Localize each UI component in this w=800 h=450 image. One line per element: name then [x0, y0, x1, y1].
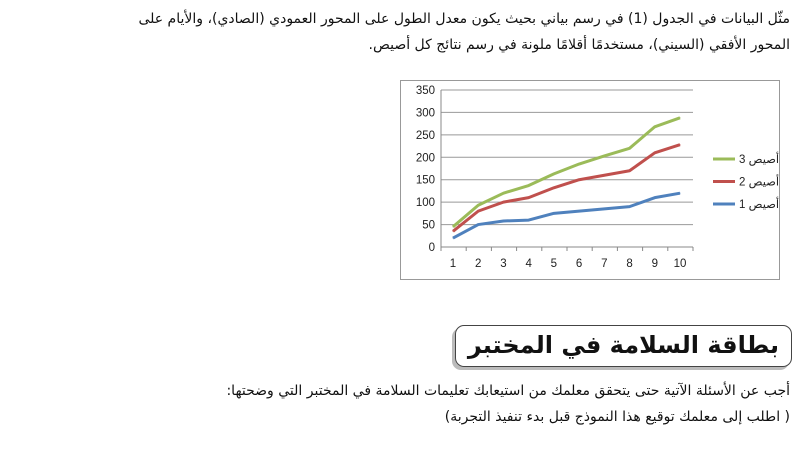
data-point	[654, 197, 656, 199]
data-point	[553, 212, 555, 214]
data-point	[502, 201, 504, 203]
x-tick-label: 4	[525, 258, 532, 270]
data-point	[502, 192, 504, 194]
data-point	[603, 155, 605, 157]
y-tick-label: 250	[416, 130, 435, 142]
data-point	[679, 144, 681, 146]
x-tick-label: 8	[626, 258, 632, 270]
y-tick-label: 100	[416, 197, 435, 209]
data-point	[477, 210, 479, 212]
x-tick-label: 9	[652, 258, 658, 270]
x-tick-label: 5	[551, 258, 557, 270]
data-point	[578, 179, 580, 181]
x-tick-label: 1	[450, 258, 456, 270]
data-point	[452, 230, 454, 232]
x-tick-label: 7	[601, 258, 607, 270]
instructions-line-1: أجب عن الأسئلة الآتية حتى يتحقق معلمك من…	[226, 383, 790, 399]
data-point	[654, 152, 656, 154]
chart-svg: 0 50 100 150 200 250 300 350 1 2 3 4 5 6 7 8 9 10 أصيص 3 أص…	[416, 85, 779, 270]
legend-label: أصيص 2	[739, 174, 779, 189]
intro-paragraph: مثّل البيانات في الجدول (1) في رسم بياني…	[0, 6, 790, 58]
x-tick-label: 2	[475, 258, 481, 270]
x-tick-label: 6	[576, 258, 582, 270]
y-tick-label: 0	[429, 242, 435, 254]
x-tick-label: 10	[674, 258, 687, 270]
series-line-1	[452, 191, 681, 240]
data-point	[528, 219, 530, 221]
intro-line-2: المحور الأفقي (السيني)، مستخدمًا أقلامًا…	[368, 37, 791, 53]
series-line-2	[452, 143, 681, 233]
y-tick-label: 300	[416, 107, 435, 119]
data-point	[528, 197, 530, 199]
data-point	[452, 226, 454, 228]
data-point	[629, 206, 631, 208]
instructions-line-2: ( اطلب إلى معلمك توقيع هذا النموذج قبل ب…	[444, 409, 790, 425]
instructions-paragraph: أجب عن الأسئلة الآتية حتى يتحقق معلمك من…	[0, 378, 790, 430]
series-line-3	[452, 116, 681, 228]
intro-line-1: مثّل البيانات في الجدول (1) في رسم بياني…	[138, 11, 790, 27]
y-tick-label: 200	[416, 152, 435, 164]
data-point	[578, 163, 580, 165]
data-point	[477, 224, 479, 226]
data-point	[629, 170, 631, 172]
y-tick-label: 50	[422, 220, 435, 232]
data-point	[654, 126, 656, 128]
x-tick-label: 3	[500, 258, 506, 270]
data-point	[679, 117, 681, 119]
data-point	[477, 204, 479, 206]
data-point	[603, 208, 605, 210]
y-tick-label: 350	[416, 85, 435, 97]
y-tick-label: 150	[416, 175, 435, 187]
data-point	[679, 192, 681, 194]
data-point	[553, 173, 555, 175]
line-chart: 0 50 100 150 200 250 300 350 1 2 3 4 5 6 7 8 9 10 أصيص 3 أص…	[400, 80, 780, 280]
data-point	[528, 185, 530, 187]
data-point	[603, 174, 605, 176]
data-point	[502, 220, 504, 222]
legend-label: أصيص 3	[739, 151, 779, 166]
data-point	[578, 210, 580, 212]
legend-label: أصيص 1	[739, 196, 779, 211]
data-point	[452, 237, 454, 239]
data-point	[553, 187, 555, 189]
data-point	[629, 147, 631, 149]
section-title-box: بطاقة السلامة في المختبر	[454, 325, 792, 367]
